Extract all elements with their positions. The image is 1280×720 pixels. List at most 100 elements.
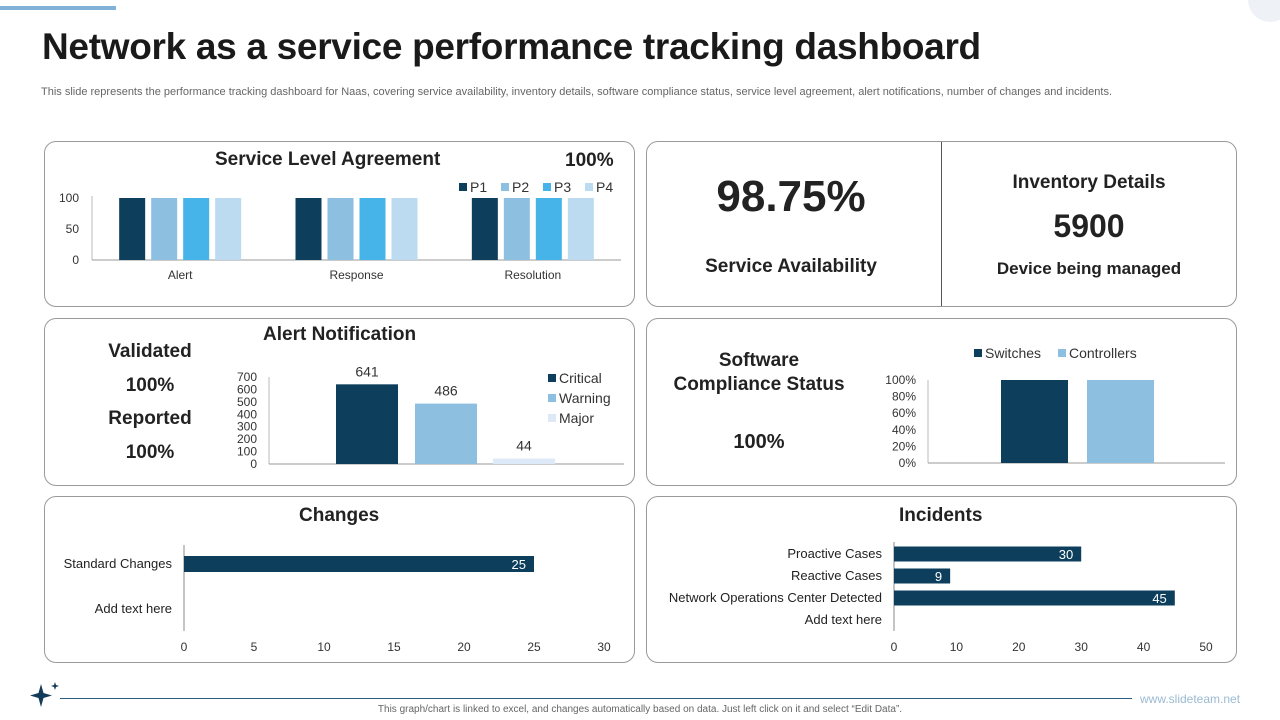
changes-chart-x-tick: 0 xyxy=(181,640,188,654)
sla-legend-label: P1 xyxy=(470,179,487,195)
software-y-tick: 80% xyxy=(892,390,916,404)
sla-x-label: Response xyxy=(329,268,383,282)
footer-line xyxy=(60,698,1132,699)
changes-chart: 0 5 10 15 20 25 30 Standard Changes 25 Add text h… xyxy=(64,545,611,654)
incidents-chart-x-tick: 20 xyxy=(1012,640,1026,654)
alert-y-tick: 400 xyxy=(237,407,257,421)
sla-legend-label: P2 xyxy=(512,179,529,195)
sla-title: Service Level Agreement xyxy=(215,149,441,170)
software-y-tick: 60% xyxy=(892,406,916,420)
software-y-tick: 0% xyxy=(899,456,917,470)
sla-bar xyxy=(567,198,594,260)
sla-legend-swatch xyxy=(459,183,467,191)
changes-chart-x-tick: 5 xyxy=(251,640,258,654)
changes-chart-x-tick: 30 xyxy=(597,640,611,654)
software-panel: Software Compliance Status 100% 0% 20% 40%… xyxy=(646,318,1237,486)
alert-legend-label: Warning xyxy=(559,390,611,406)
inventory-value: 5900 xyxy=(1053,208,1125,244)
incidents-chart-x-tick: 50 xyxy=(1199,640,1213,654)
alert-panel: Alert Notification Validated 100% Report… xyxy=(44,318,635,486)
changes-chart-bar xyxy=(184,556,534,572)
alert-title: Alert Notification xyxy=(263,324,417,345)
incidents-chart-x-tick: 10 xyxy=(950,640,964,654)
software-y-tick: 20% xyxy=(892,439,916,453)
alert-data-label: 44 xyxy=(516,438,532,454)
sla-bar xyxy=(359,198,386,260)
incidents-chart-category-label: Network Operations Center Detected xyxy=(669,590,882,605)
panel-divider xyxy=(941,142,942,306)
validated-label: Validated xyxy=(108,341,192,362)
software-chart: 0% 20% 40% 60% 80% 100% Switches Controllers xyxy=(885,345,1225,470)
sla-x-label: Alert xyxy=(168,268,193,282)
incidents-chart-x-tick: 40 xyxy=(1137,640,1151,654)
incidents-chart-data-label: 9 xyxy=(935,569,942,584)
software-legend-swatch xyxy=(1058,349,1066,357)
changes-panel: Changes 0 5 10 15 20 25 30 Standard Changes 25 Ad… xyxy=(44,496,635,663)
software-title-line2: Compliance Status xyxy=(673,374,845,395)
sla-legend-swatch xyxy=(501,183,509,191)
incidents-chart-category-label: Reactive Cases xyxy=(791,568,883,583)
corner-decoration xyxy=(1248,0,1280,22)
alert-y-tick: 700 xyxy=(237,370,257,384)
sla-bar xyxy=(327,198,354,260)
sla-legend-swatch xyxy=(543,183,551,191)
sla-bar xyxy=(295,198,322,260)
incidents-chart-bar xyxy=(894,546,1082,562)
alert-y-tick: 300 xyxy=(237,420,257,434)
software-y-tick: 100% xyxy=(885,373,916,387)
software-value: 100% xyxy=(733,431,785,453)
inventory-label: Device being managed xyxy=(996,259,1182,278)
changes-chart-x-tick: 20 xyxy=(457,640,471,654)
sla-chart: 0 50 100 Alert Response Resolution P1 P2 P3 P4 xyxy=(59,179,621,282)
sla-legend-label: P4 xyxy=(596,179,613,195)
availability-panel: 98.75% Service Availability Inventory De… xyxy=(646,141,1237,307)
sla-bar xyxy=(183,198,210,260)
changes-chart-category-label: Standard Changes xyxy=(64,556,173,571)
incidents-chart-data-label: 30 xyxy=(1059,547,1073,562)
footer-note: This graph/chart is linked to excel, and… xyxy=(377,704,903,715)
sla-legend-swatch xyxy=(585,183,593,191)
sla-bar xyxy=(535,198,562,260)
alert-y-tick: 200 xyxy=(237,432,257,446)
alert-y-tick: 100 xyxy=(237,445,257,459)
alert-legend-label: Major xyxy=(559,410,594,426)
sla-bar xyxy=(471,198,498,260)
sla-y-tick: 100 xyxy=(59,191,79,205)
changes-title: Changes xyxy=(299,505,380,526)
sla-panel: Service Level Agreement 100% 0 50 100 Alert… xyxy=(44,141,635,307)
accent-bar xyxy=(0,6,116,10)
validated-value: 100% xyxy=(125,375,175,396)
software-legend-label: Controllers xyxy=(1069,345,1137,361)
sla-bar xyxy=(503,198,530,260)
availability-label: Service Availability xyxy=(705,256,877,277)
alert-legend-swatch xyxy=(548,414,556,422)
page-title: Network as a service performance trackin… xyxy=(42,26,981,67)
sla-x-label: Resolution xyxy=(504,268,561,282)
changes-chart-data-label: 25 xyxy=(512,557,526,572)
software-bar xyxy=(1087,380,1154,463)
alert-data-label: 641 xyxy=(355,363,379,379)
alert-y-tick: 0 xyxy=(250,457,257,471)
sparkle-icon xyxy=(30,682,59,707)
alert-legend-label: Critical xyxy=(559,370,602,386)
page-subtitle: This slide represents the performance tr… xyxy=(41,86,1112,98)
changes-chart-x-tick: 10 xyxy=(317,640,331,654)
sla-y-tick: 50 xyxy=(66,222,80,236)
alert-legend-swatch xyxy=(548,394,556,402)
incidents-chart-category-label: Add text here xyxy=(805,612,882,627)
reported-value: 100% xyxy=(125,442,175,463)
sla-y-tick: 0 xyxy=(72,253,79,267)
changes-chart-x-tick: 15 xyxy=(387,640,401,654)
changes-chart-x-tick: 25 xyxy=(527,640,541,654)
availability-value: 98.75% xyxy=(716,172,866,221)
incidents-chart-bar xyxy=(894,590,1175,606)
alert-bar xyxy=(415,403,477,464)
software-legend-swatch xyxy=(974,349,982,357)
incidents-chart-x-tick: 30 xyxy=(1075,640,1089,654)
incidents-chart: 0 10 20 30 40 50 Proactive Cases 30 Reactive Cas… xyxy=(669,542,1213,654)
footer-brand: www.slideteam.net xyxy=(1140,692,1241,706)
software-legend-label: Switches xyxy=(985,345,1041,361)
alert-data-label: 486 xyxy=(434,383,458,399)
sla-bar xyxy=(151,198,178,260)
